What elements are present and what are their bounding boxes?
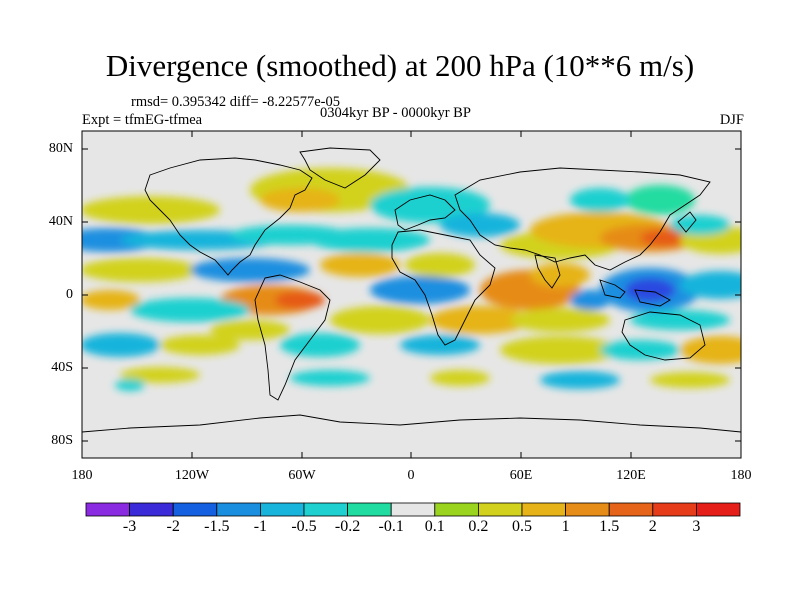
colorbar-label: 1.5 [599,518,620,535]
colorbar-swatch [85,502,130,517]
colorbar-swatch [347,502,392,517]
colorbar-label: 0.1 [424,518,445,535]
season-label: DJF [719,112,744,128]
colorbar-label: -0.1 [378,518,404,535]
axis-ticks [81,131,742,458]
colorbar-label: -1 [253,518,268,535]
experiment-label: Expt = tfmEG-tfmea [82,112,203,128]
colorbar [85,502,741,517]
y-label-40n: 40N [48,214,73,229]
colorbar-label: 0.5 [512,518,532,535]
colorbar-label: -0.2 [334,518,361,535]
colorbar-swatch [608,502,654,517]
y-label-80n: 80N [48,141,73,156]
divergence-field [82,168,741,391]
colorbar-label: -2 [166,518,180,535]
x-label-0: 0 [407,468,415,483]
colorbar-swatch [172,502,218,517]
colorbar-swatch [565,502,610,517]
colorbar-swatch [477,502,523,517]
colorbar-label: -3 [122,518,137,535]
colorbar-label: 0.2 [468,518,489,535]
x-label-120e: 120E [616,468,646,483]
colorbar-label: 3 [692,518,701,535]
y-label-0: 0 [66,287,73,302]
colorbar-swatch [652,502,697,517]
x-label-60e: 60E [509,468,533,483]
colorbar-label: -0.5 [291,518,317,535]
colorbar-label: 1 [561,518,570,535]
x-label-60w: 60W [288,468,316,483]
colorbar-label: 2 [648,518,657,535]
x-label-180w: 180 [71,468,93,483]
x-label-180e: 180 [730,468,752,483]
x-label-120w: 120W [174,468,210,483]
colorbar-label: -1.5 [204,518,230,535]
colorbar-swatch [303,502,348,517]
colorbar-swatch [259,502,305,517]
coastlines [82,147,741,433]
colorbar-swatch [521,502,566,517]
stats-label: rmsd= 0.395342 diff= -8.22577e-05 [131,94,340,110]
colorbar-swatch [216,502,261,517]
y-label-40s: 40S [51,360,73,375]
map-title: Divergence (smoothed) at 200 hPa (10**6 … [105,48,695,83]
colorbar-swatch [434,502,479,517]
y-label-80s: 80S [51,433,73,448]
colorbar-swatch [129,502,174,517]
colorbar-swatch [390,502,436,517]
colorbar-swatch [696,502,741,517]
period-label: 0304kyr BP - 0000kyr BP [320,105,471,121]
